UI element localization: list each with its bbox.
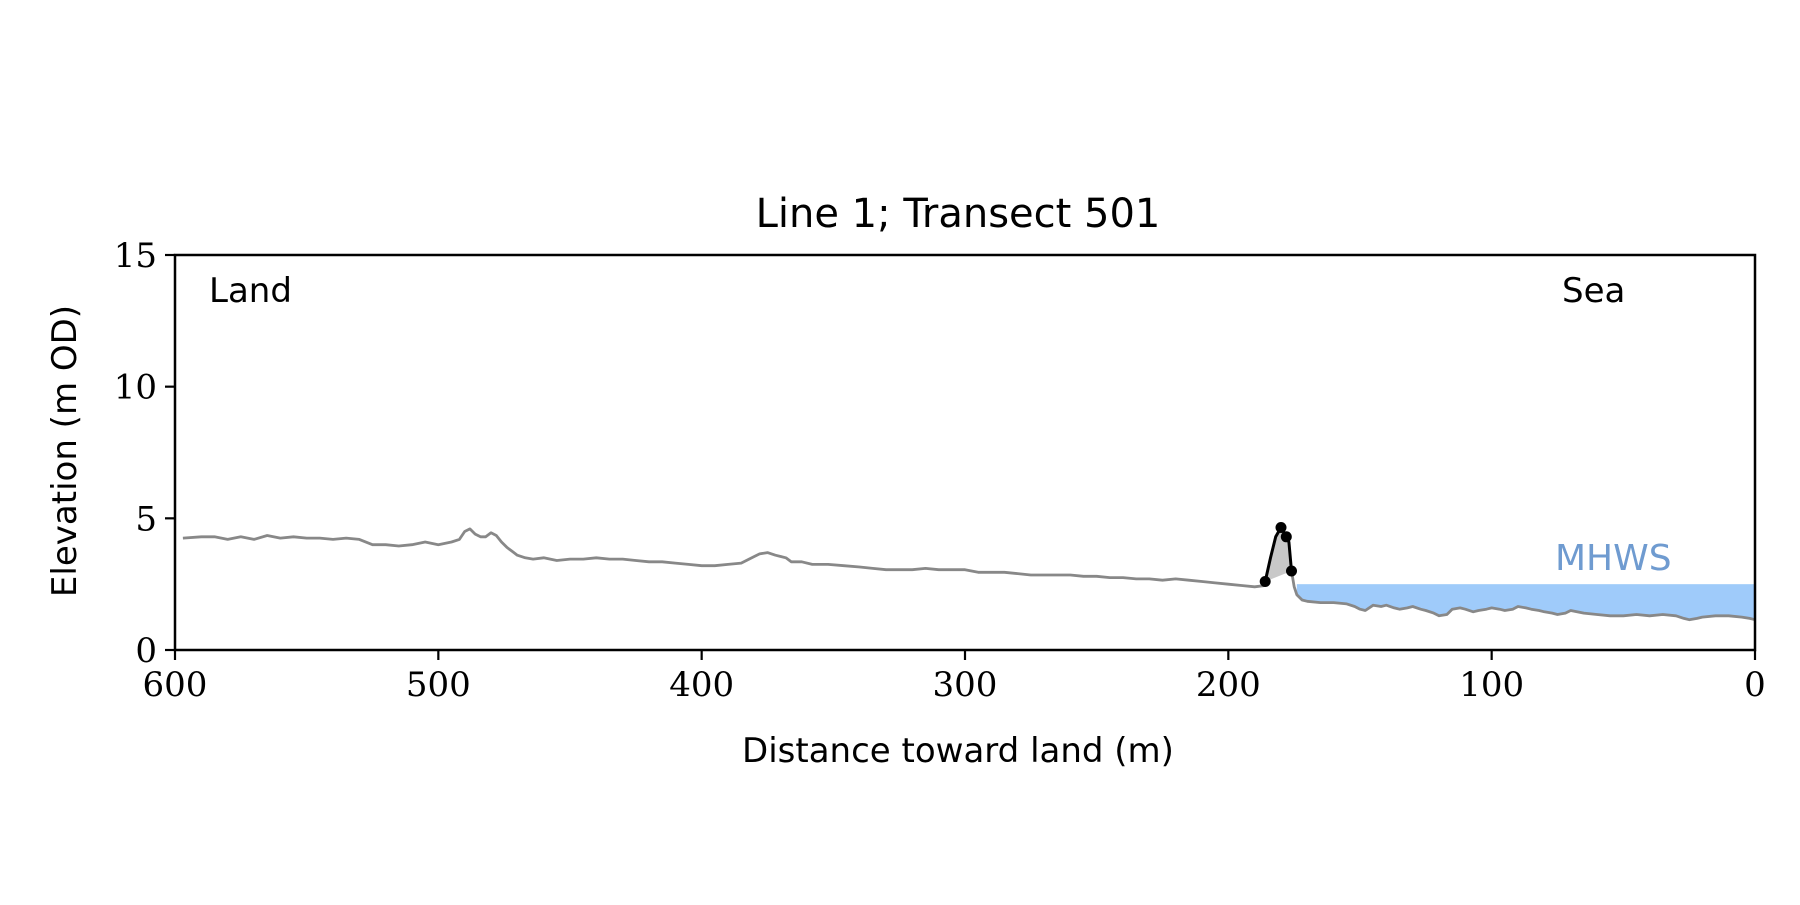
y-tick-label: 0 — [135, 631, 157, 671]
x-tick-label: 300 — [933, 665, 998, 705]
y-tick-label: 15 — [114, 236, 157, 276]
y-axis-label: Elevation (m OD) — [45, 305, 85, 597]
x-tick-label: 200 — [1196, 665, 1261, 705]
land-annotation: Land — [209, 271, 292, 311]
dune-markers — [1259, 522, 1297, 587]
chart-title: Line 1; Transect 501 — [756, 191, 1161, 237]
x-axis-label: Distance toward land (m) — [742, 731, 1174, 771]
dune-marker — [1259, 576, 1271, 587]
series-group — [182, 526, 1756, 649]
mhws-annotation: MHWS — [1555, 538, 1672, 579]
sea-annotation: Sea — [1562, 271, 1625, 311]
x-tick-label: 0 — [1744, 665, 1766, 705]
x-tick-label: 400 — [669, 665, 734, 705]
dune-marker — [1275, 522, 1287, 533]
x-axis-ticks: 600 500 400 300 200 100 0 — [143, 650, 1766, 705]
x-tick-label: 600 — [143, 665, 208, 705]
ground-mask — [1291, 571, 1755, 649]
x-tick-label: 100 — [1459, 665, 1524, 705]
profile-line-0 — [182, 527, 1266, 589]
y-tick-label: 5 — [135, 499, 157, 539]
dune-marker — [1280, 531, 1292, 543]
profile-line-2 — [1290, 570, 1756, 622]
x-tick-label: 500 — [406, 665, 471, 705]
y-tick-label: 10 — [114, 368, 157, 408]
dune-marker — [1286, 565, 1297, 577]
y-axis-ticks: 0 5 10 15 — [114, 236, 175, 671]
